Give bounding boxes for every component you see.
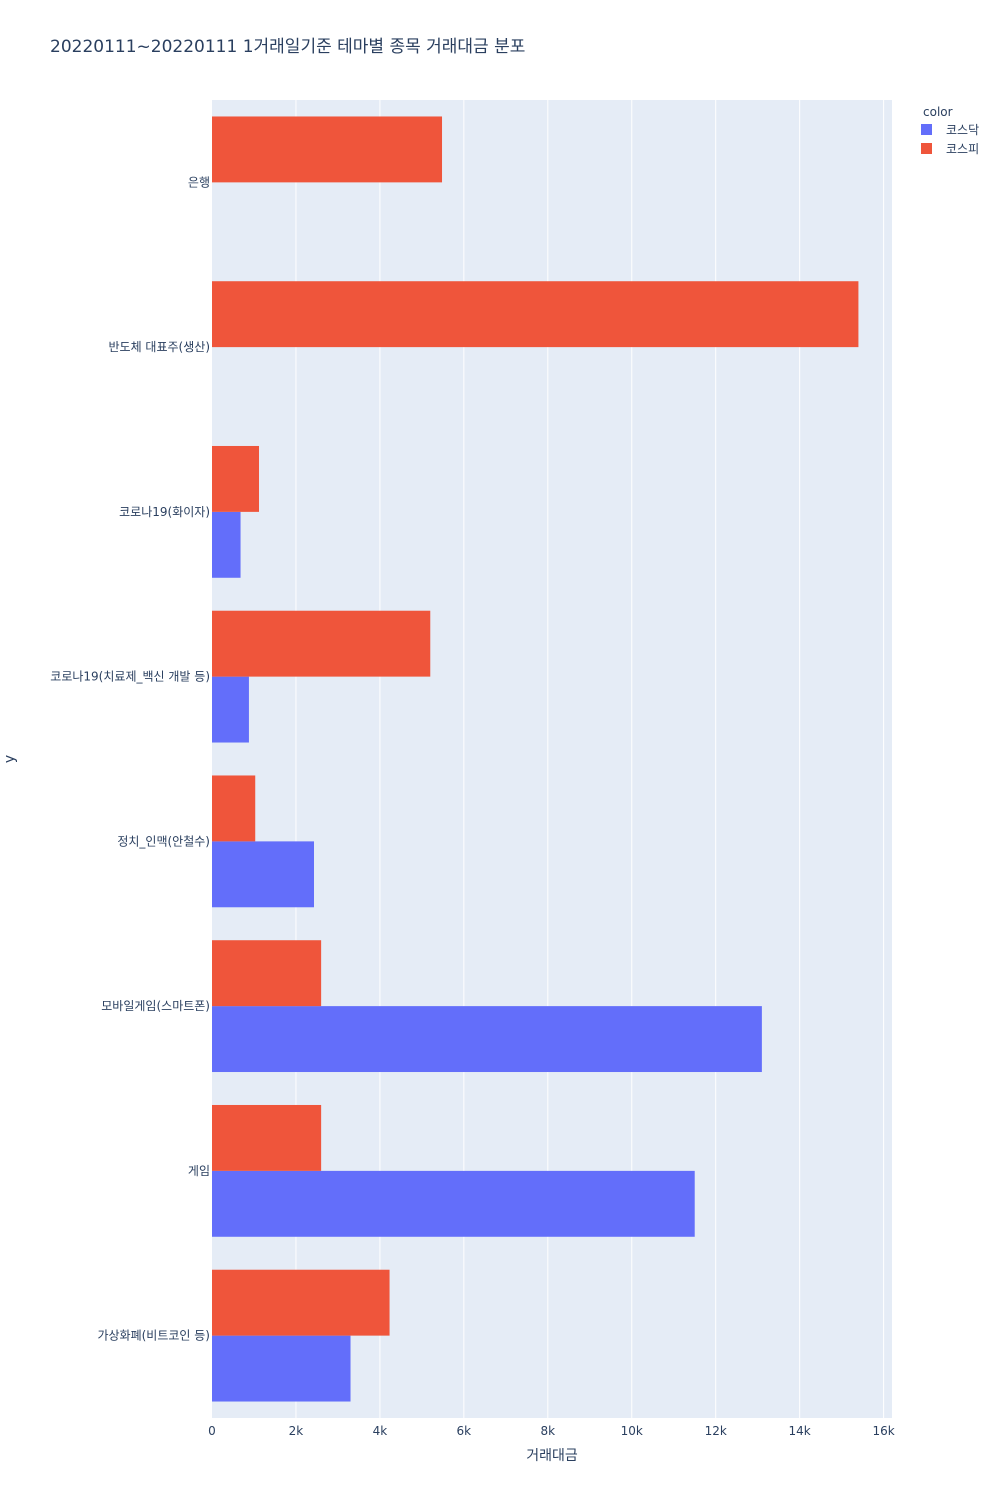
legend-item-label[interactable]: 코스닥 — [946, 123, 979, 137]
bar-kospi[interactable] — [212, 281, 859, 348]
bar-kospi[interactable] — [212, 1104, 322, 1171]
bar-kosdaq[interactable] — [212, 1335, 351, 1402]
bar-kospi[interactable] — [212, 1269, 390, 1336]
x-tick-label: 6k — [457, 1424, 472, 1438]
bar-kospi[interactable] — [212, 445, 260, 512]
x-axis-ticks: 0 2k 4k 6k 8k 10k 12k 14k 16k — [208, 1424, 895, 1438]
x-tick-label: 16k — [872, 1424, 894, 1438]
legend-swatch — [921, 124, 932, 135]
bar-kosdaq[interactable] — [212, 1006, 762, 1073]
bar-kospi[interactable] — [212, 775, 256, 842]
y-tick-label: 코로나19(화이자) — [119, 505, 210, 519]
y-tick-label: 반도체 대표주(생산) — [109, 340, 211, 354]
x-tick-label: 14k — [789, 1424, 811, 1438]
bar-kospi[interactable] — [212, 116, 443, 183]
bar-kosdaq[interactable] — [212, 676, 249, 743]
x-tick-label: 2k — [289, 1424, 304, 1438]
legend-item-label[interactable]: 코스피 — [946, 142, 979, 156]
y-tick-label: 정치_인맥(안철수) — [117, 834, 210, 848]
bar-kosdaq[interactable] — [212, 1170, 695, 1237]
y-axis-title: y — [2, 755, 18, 763]
y-tick-label: 모바일게임(스마트폰) — [101, 999, 210, 1013]
bars — [212, 116, 859, 1402]
chart-title: 20220111~20220111 1거래일기준 테마별 종목 거래대금 분포 — [50, 37, 526, 57]
y-tick-label: 코로나19(치료제_백신 개발 등) — [50, 670, 210, 684]
x-tick-label: 8k — [541, 1424, 556, 1438]
legend-swatch — [921, 143, 932, 154]
bar-kosdaq[interactable] — [212, 841, 314, 908]
y-tick-label: 은행 — [188, 174, 210, 189]
legend-title: color — [923, 105, 953, 119]
x-tick-label: 10k — [621, 1424, 643, 1438]
x-tick-label: 4k — [373, 1424, 388, 1438]
bar-kospi[interactable] — [212, 940, 322, 1007]
y-tick-label: 가상화폐(비트코인 등) — [97, 1329, 210, 1343]
x-tick-label: 0 — [208, 1424, 216, 1438]
x-axis-title: 거래대금 — [526, 1448, 578, 1464]
bar-kosdaq[interactable] — [212, 511, 241, 578]
bar-kospi[interactable] — [212, 610, 431, 677]
x-tick-label: 12k — [705, 1424, 727, 1438]
y-tick-label: 게임 — [188, 1164, 210, 1178]
